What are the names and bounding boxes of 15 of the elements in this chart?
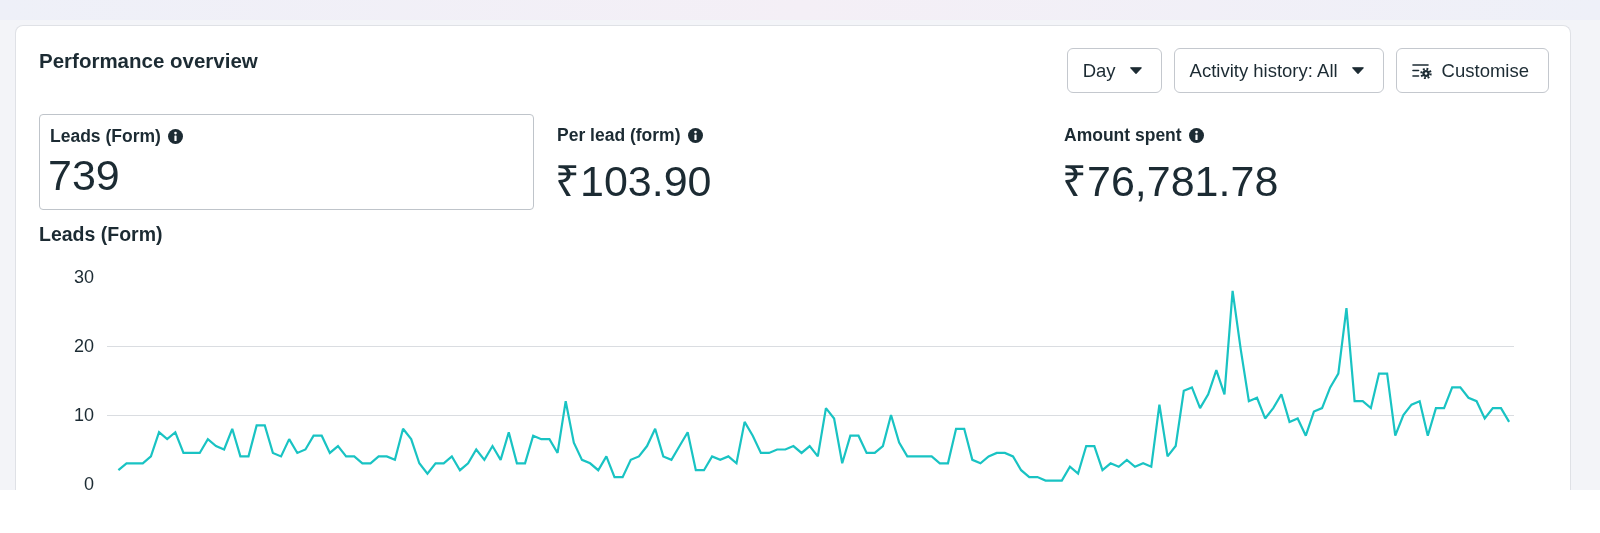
text: ₹76,781.78 xyxy=(1062,156,1279,207)
dropdown-button: Day xyxy=(1066,48,1162,93)
text: ₹103.90 xyxy=(555,156,712,207)
y-tick-label: 0 xyxy=(83,474,94,495)
y-tick-label: 20 xyxy=(73,336,94,357)
y-tick-label: 10 xyxy=(73,405,94,426)
chart-title: Leads (Form) xyxy=(39,223,163,246)
button: Customise xyxy=(1395,48,1549,93)
line-series xyxy=(117,289,1511,482)
text: Amount spent xyxy=(1064,125,1182,146)
text: Per lead (form) xyxy=(557,125,681,146)
text: Performance overview xyxy=(39,49,258,73)
card: Leads (Form) 739 xyxy=(39,114,534,210)
dropdown-button: Activity history: All xyxy=(1173,48,1384,93)
y-tick-label: 30 xyxy=(73,267,94,288)
